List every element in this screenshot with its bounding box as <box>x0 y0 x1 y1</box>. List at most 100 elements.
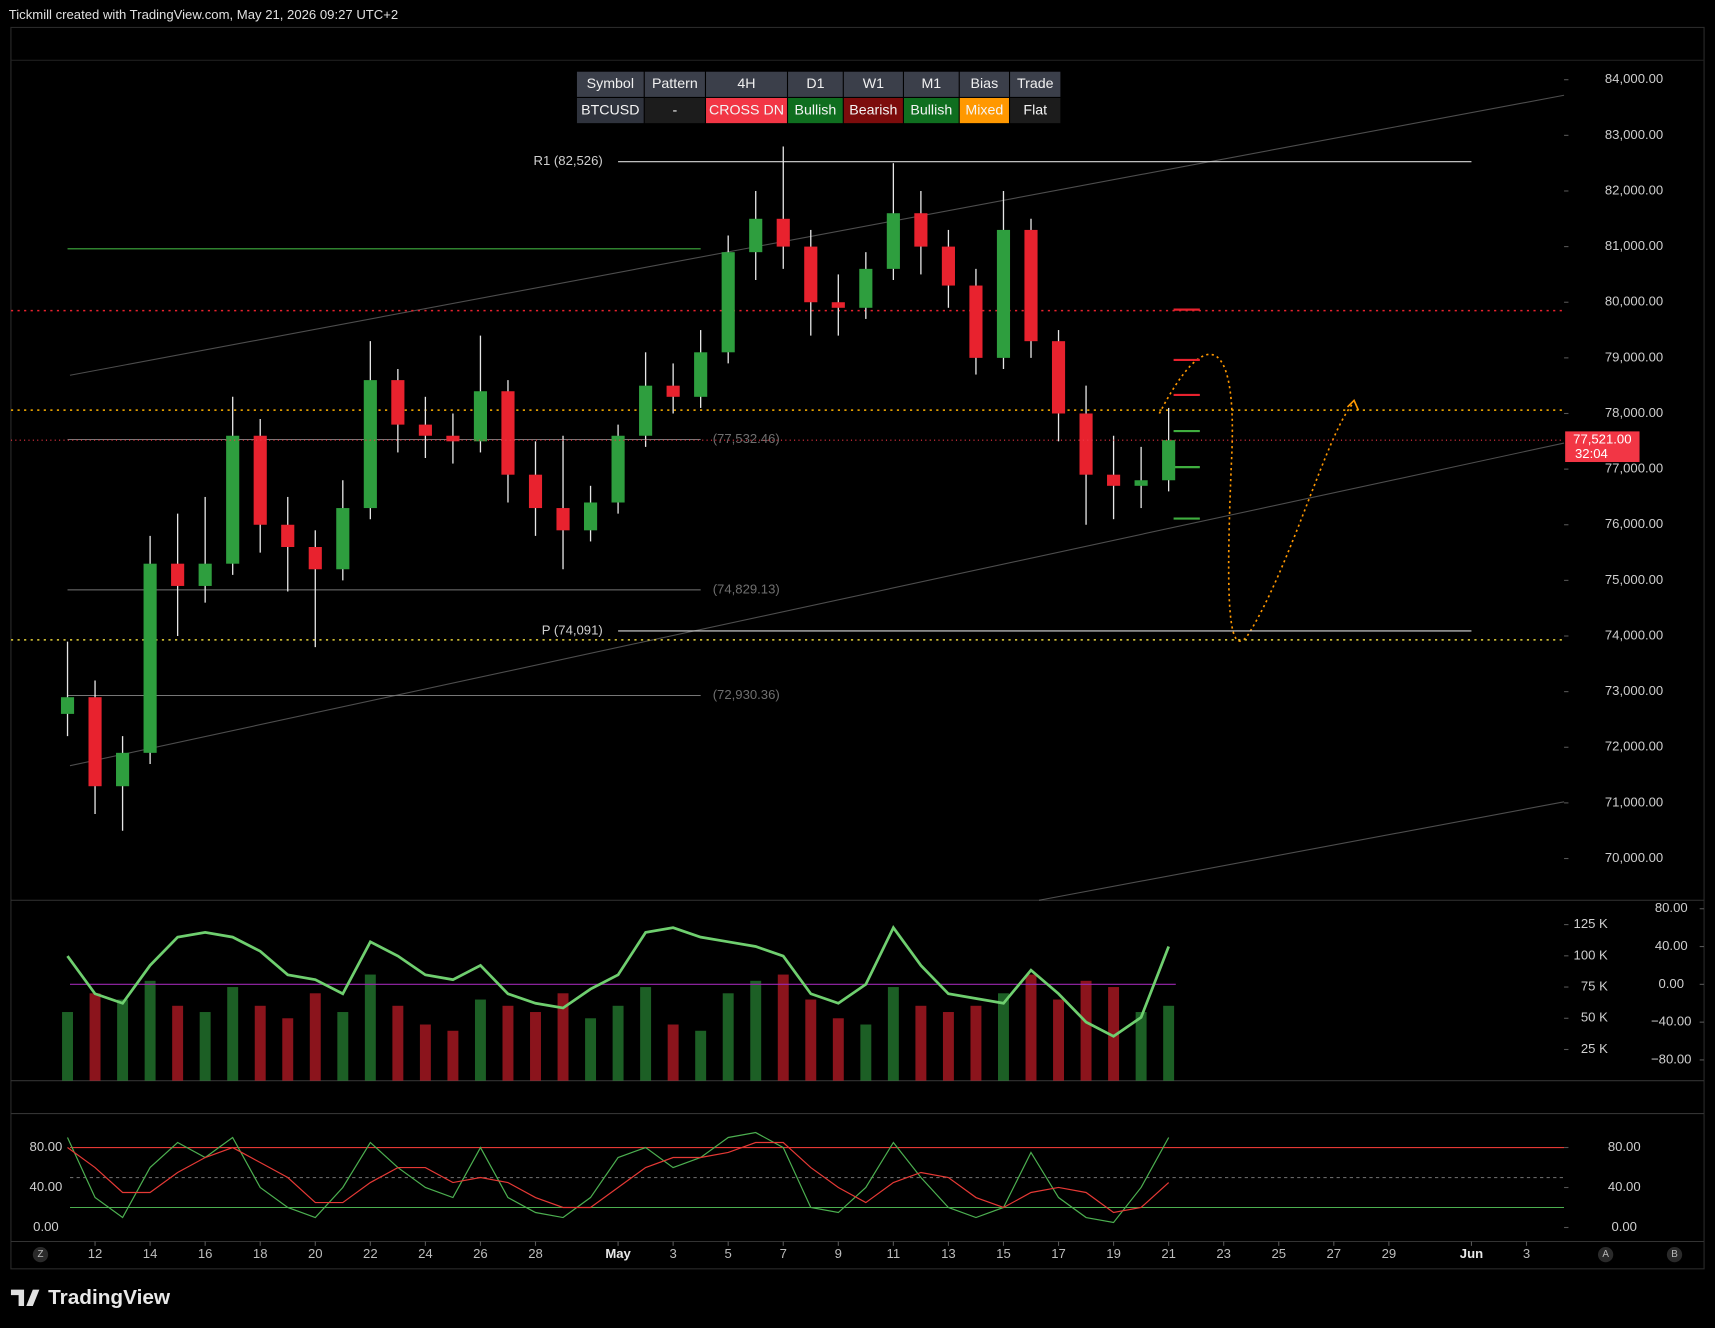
y-tick-label-left: 80.00 <box>30 1139 63 1154</box>
projection-arrow <box>1346 398 1360 411</box>
candle-body <box>556 508 570 531</box>
candle-body <box>859 268 873 308</box>
table-header-text: Trade <box>1017 76 1054 92</box>
y-tick-label: 74,000.00 <box>1605 627 1663 642</box>
volume-bar <box>805 999 817 1081</box>
volume-bar <box>640 987 652 1081</box>
volume-bar <box>309 993 321 1081</box>
candle-body <box>611 435 625 503</box>
last-price-label: 77,521.00 <box>1573 432 1631 447</box>
volume-bar <box>419 1024 431 1081</box>
x-tick-label: 7 <box>780 1246 787 1261</box>
volume-bar <box>722 993 734 1081</box>
table-header-text: W1 <box>863 76 884 92</box>
volume-bar <box>777 974 789 1081</box>
table-cell-text: Mixed <box>965 102 1003 118</box>
candle-body <box>226 435 240 564</box>
volume-bar <box>282 1018 294 1081</box>
candle-body <box>446 435 460 442</box>
table-cell-text: Flat <box>1023 102 1047 118</box>
x-tick-label: 17 <box>1051 1246 1066 1261</box>
candle-body <box>996 229 1011 358</box>
level-label: R1 (82,526) <box>534 153 603 168</box>
volume-bar <box>915 1005 927 1081</box>
y-tick-label-right: 0.00 <box>1611 1219 1637 1234</box>
x-tick-label: May <box>605 1246 631 1261</box>
x-tick-label: 25 <box>1271 1246 1286 1261</box>
x-tick-label: 27 <box>1327 1246 1342 1261</box>
volume-bar <box>227 987 239 1081</box>
candle-body <box>116 752 130 787</box>
logo-text: TradingView <box>48 1286 171 1309</box>
table-header-cell <box>788 71 843 97</box>
x-tick-label: 18 <box>253 1246 268 1261</box>
volume-bar <box>474 999 486 1081</box>
x-tick-label: 28 <box>528 1246 543 1261</box>
x-tick-label: 11 <box>887 1246 901 1261</box>
table-cell <box>843 97 903 124</box>
y-tick-label-right: 40.00 <box>1608 1179 1641 1194</box>
candle-body <box>1134 480 1148 486</box>
candle-body <box>914 213 928 247</box>
candle-body <box>473 391 488 442</box>
candle-body <box>639 385 653 436</box>
axis-button[interactable] <box>1597 1246 1614 1263</box>
x-tick-label: 22 <box>363 1246 378 1261</box>
candle-body <box>418 424 432 436</box>
candle-body <box>749 218 763 253</box>
volume-bar <box>144 980 156 1081</box>
table-cell <box>1010 97 1061 124</box>
x-tick-label: 29 <box>1382 1246 1397 1261</box>
candle-body <box>281 524 295 548</box>
axis-button[interactable] <box>32 1246 49 1263</box>
table-cell-text: BTCUSD <box>581 102 639 118</box>
x-tick-label: 13 <box>941 1246 956 1261</box>
table-header-text: M1 <box>921 76 941 92</box>
volume-bar <box>1080 980 1092 1081</box>
volume-bar <box>998 993 1009 1081</box>
y-tick-label: 70,000.00 <box>1605 850 1663 865</box>
volume-bar <box>887 987 899 1081</box>
y-tick-label: 80,000.00 <box>1605 294 1663 309</box>
table-header-text: D1 <box>806 76 824 92</box>
level-label: (77,532.46) <box>713 431 780 446</box>
axis-button[interactable] <box>1666 1246 1683 1263</box>
candle-body <box>171 563 185 586</box>
volume-bar <box>860 1024 872 1081</box>
x-tick-label: 12 <box>88 1246 103 1261</box>
trend-line <box>69 442 1565 767</box>
y2-tick-label: −80.00 <box>1651 1051 1691 1066</box>
volume-bar <box>1053 999 1064 1081</box>
volume-bar <box>1135 1012 1147 1081</box>
volume-bar <box>254 1005 266 1081</box>
volume-bar <box>585 1018 597 1081</box>
candle-body <box>941 246 955 286</box>
y-tick-label: 78,000.00 <box>1605 405 1663 420</box>
trend-line <box>1038 801 1565 901</box>
volume-bar <box>392 1005 404 1081</box>
x-tick-label: 16 <box>198 1246 213 1261</box>
countdown-label: 32:04 <box>1575 446 1608 461</box>
y-tick-label: 25 K <box>1581 1041 1608 1056</box>
table-header-text: Pattern <box>652 76 698 92</box>
candle-body <box>143 563 157 753</box>
candle-body <box>666 385 680 397</box>
candle-body <box>831 302 845 308</box>
signal-table: Symbol Pattern 4H D1 W1 M1 Bias Trade BTCUSD - CRO… <box>576 71 1061 124</box>
y-tick-label: 100 K <box>1574 947 1609 962</box>
y-tick-label: 72,000.00 <box>1605 739 1663 754</box>
x-tick-label: 19 <box>1106 1246 1121 1261</box>
candle-body <box>1079 413 1093 475</box>
y2-tick-label: −40.00 <box>1651 1014 1691 1029</box>
table-cell <box>576 97 644 124</box>
oscillator-line <box>66 925 1170 1038</box>
axis-button-label: B <box>1671 1249 1678 1260</box>
projection-path <box>1158 353 1355 642</box>
y-tick-label-right: 80.00 <box>1608 1139 1641 1154</box>
y-tick-label: 75 K <box>1581 979 1608 994</box>
table-cell <box>644 97 705 124</box>
axis-button-label: A <box>1602 1249 1609 1260</box>
candle-body <box>528 474 543 509</box>
candle-body <box>363 380 377 509</box>
volume-bar <box>557 993 569 1081</box>
